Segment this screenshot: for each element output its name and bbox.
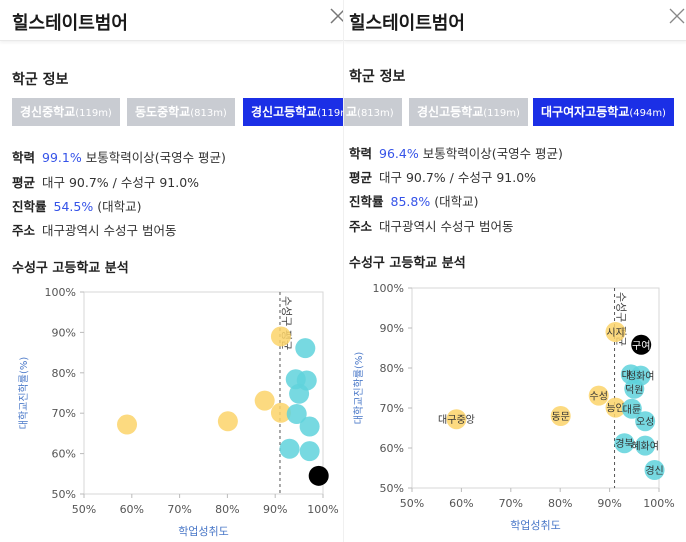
x-tick-label: 70% (167, 503, 191, 516)
y-tick-label: 80% (380, 362, 404, 375)
y-tick-label: 100% (45, 286, 76, 299)
x-tick-label: 100% (643, 497, 674, 510)
x-tick-label: 80% (215, 503, 239, 516)
info-advancement: 진학률 85.8% (대학교) (349, 194, 479, 209)
y-tick-label: 100% (373, 282, 404, 295)
x-tick-label: 90% (263, 503, 287, 516)
data-point (270, 402, 291, 423)
y-tick-label: 60% (380, 442, 404, 455)
tab-school-1[interactable]: 교(813m) (344, 98, 402, 126)
data-point-label: 덕원 (625, 384, 643, 396)
data-point-label: 동문 (551, 411, 569, 423)
school-info-title: 학군 정보 (349, 69, 406, 85)
analysis-title: 수성구 고등학교 분석 (349, 256, 466, 271)
info-average: 평균 대구 90.7% / 수성구 91.0% (349, 170, 537, 185)
data-point-label: 혜화여 (631, 441, 659, 453)
data-point (644, 460, 665, 480)
school-info-title: 학군 정보 (12, 72, 69, 88)
data-point (631, 334, 652, 355)
close-icon[interactable] (328, 6, 343, 26)
tab-school-2[interactable]: 경신고등학교(119m) (409, 98, 528, 126)
data-point (308, 465, 329, 486)
tab-school-3-active[interactable]: 대구여자고등학교(494m) (533, 98, 674, 126)
scatter-chart: 50% 60% 70% 80% 90% 100% 50% 60% 70% 80% 90% 100% 학업… (353, 282, 675, 532)
x-tick-label: 90% (597, 497, 621, 510)
data-point (254, 390, 275, 411)
data-point-label: 대구중앙 (438, 414, 475, 426)
x-tick-label: 60% (449, 497, 473, 510)
y-tick-label: 90% (52, 326, 76, 339)
data-point (117, 414, 138, 435)
scatter-chart: 50% 60% 70% 80% 90% 100% 50% 60% 70% 80% 90% 100% 학업… (18, 286, 339, 538)
school-panel-left: 힐스테이트범어 학군 정보 경신중학교(119m) 동도중학교(813m) 경신… (0, 0, 343, 538)
x-tick-label: 100% (307, 503, 338, 516)
data-point (279, 438, 300, 459)
y-tick-label: 90% (380, 322, 404, 335)
data-point-label: 정화여 (627, 371, 655, 383)
x-tick-label: 60% (120, 503, 144, 516)
data-point (588, 385, 609, 406)
data-point-label: 수성 (590, 391, 608, 403)
data-point (270, 326, 291, 347)
data-point-label: 구여 (632, 340, 650, 352)
y-tick-label: 70% (380, 402, 404, 415)
data-point (635, 411, 656, 432)
panel-title: 힐스테이트범어 (12, 13, 128, 34)
data-point (296, 370, 317, 391)
info-address: 주소 대구광역시 수성구 범어동 (349, 219, 514, 234)
data-point (614, 433, 635, 454)
panel-header: 힐스테이트범어 (344, 0, 686, 41)
x-tick-label: 50% (72, 503, 96, 516)
panel-header: 힐스테이트범어 (0, 0, 343, 41)
y-tick-label: 50% (52, 488, 76, 501)
y-tick-label: 50% (380, 482, 404, 495)
tab-school-1[interactable]: 경신중학교(119m) (12, 98, 120, 126)
close-icon[interactable] (667, 6, 686, 26)
data-point-label: 능인 (606, 403, 624, 415)
y-axis-label: 대학교진학률(%) (18, 357, 30, 430)
x-tick-label: 80% (548, 497, 572, 510)
plot-frame (411, 287, 660, 489)
data-point (550, 406, 571, 426)
x-axis-label: 학업성취도 (510, 519, 561, 532)
data-point (217, 411, 238, 432)
x-tick-label: 50% (400, 497, 424, 510)
panel-title: 힐스테이트범어 (349, 13, 465, 34)
data-point (621, 398, 642, 419)
info-address: 주소 대구광역시 수성구 범어동 (12, 223, 177, 238)
data-point-label: 대륜 (623, 404, 641, 416)
info-advancement: 진학률 54.5% (대학교) (12, 199, 142, 214)
info-average: 평균 대구 90.7% / 수성구 91.0% (12, 175, 200, 190)
y-tick-label: 60% (52, 448, 76, 461)
data-point (605, 397, 626, 418)
data-point-label: 시지 (606, 327, 624, 339)
data-point (446, 409, 467, 430)
data-point (635, 435, 656, 456)
y-tick-label: 80% (52, 367, 76, 380)
data-point-label: 경북 (615, 437, 633, 450)
data-point-label: 오성 (636, 416, 654, 428)
tab-school-2[interactable]: 동도중학교(813m) (127, 98, 235, 126)
data-point (295, 338, 316, 359)
data-point (299, 416, 320, 437)
data-point-label: 경신 (645, 464, 663, 477)
info-academic: 학력 96.4% 보통학력이상(국영수 평균) (349, 146, 563, 161)
data-point (630, 365, 651, 386)
analysis-title: 수성구 고등학교 분석 (12, 261, 129, 276)
data-point (286, 404, 307, 425)
y-tick-label: 70% (52, 407, 76, 420)
plot-frame (83, 291, 324, 495)
y-axis-label: 대학교진학률(%) (353, 352, 365, 425)
data-point (299, 441, 320, 462)
school-panel-right: 힐스테이트범어 학군 정보 교(813m) 경신고등학교(119m) 대구여자고… (343, 0, 686, 542)
info-academic: 학력 99.1% 보통학력이상(국영수 평균) (12, 150, 226, 165)
x-tick-label: 70% (499, 497, 523, 510)
x-axis-label: 학업성취도 (178, 525, 229, 538)
data-point (605, 322, 626, 342)
tab-school-3-active[interactable]: 경신고등학교(119m) (243, 98, 343, 126)
